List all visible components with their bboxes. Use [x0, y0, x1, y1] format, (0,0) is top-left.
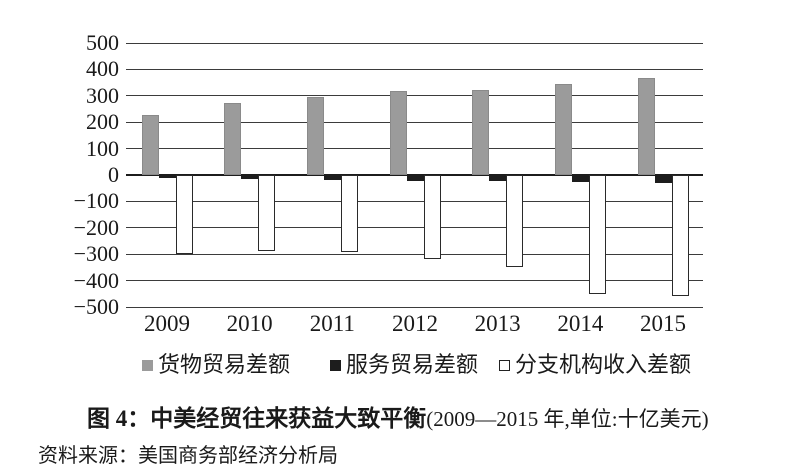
- bar-goods-2011: [306, 96, 324, 175]
- branch-income-swatch-icon: [499, 359, 511, 371]
- legend-label-goods: 货物贸易差额: [158, 352, 291, 377]
- bar-services-2012: [406, 175, 424, 181]
- y-tick-label: 100: [86, 135, 119, 161]
- y-tick-label: 300: [86, 82, 119, 108]
- figure-caption: 图 4：中美经贸往来获益大致平衡(2009—2015 年,单位:十亿美元): [87, 399, 787, 433]
- x-tick-label: 2013: [474, 311, 521, 336]
- gridline: [126, 68, 703, 70]
- gridline: [126, 306, 703, 308]
- legend-item-goods: 货物贸易差额: [142, 352, 290, 378]
- y-tick-label: −100: [73, 188, 119, 214]
- bar-services-2014: [571, 175, 589, 183]
- chart-plot-area: [126, 42, 703, 308]
- bar-services-2009: [158, 175, 176, 178]
- source-note: 资料来源：美国商务部经济分析局: [38, 445, 338, 467]
- bar-branch-income-2010: [258, 175, 276, 252]
- bar-services-2010: [241, 175, 259, 179]
- gridline: [126, 227, 703, 229]
- bar-goods-2010: [224, 102, 242, 175]
- y-tick-label: −400: [73, 267, 119, 293]
- y-tick-label: 200: [86, 109, 119, 135]
- bar-branch-income-2012: [423, 175, 441, 259]
- bar-goods-2012: [389, 91, 407, 175]
- gridline: [126, 200, 703, 202]
- bar-goods-2009: [141, 114, 159, 175]
- x-tick-label: 2015: [640, 311, 686, 336]
- bar-goods-2013: [472, 89, 490, 175]
- figure-caption-title: 图 4：中美经贸往来获益大致平衡: [87, 406, 427, 431]
- x-tick-label: 2012: [392, 311, 438, 336]
- y-tick-label: −300: [73, 241, 119, 267]
- legend: 货物贸易差额 服务贸易差额 分支机构收入差额: [142, 352, 691, 378]
- y-tick-label: −500: [73, 294, 119, 319]
- gridline: [126, 121, 703, 123]
- bar-services-2011: [323, 175, 341, 181]
- bar-services-2015: [654, 175, 672, 184]
- gridline: [126, 42, 703, 44]
- bar-branch-income-2015: [671, 175, 689, 296]
- x-tick-label: 2011: [309, 311, 355, 336]
- goods-swatch-icon: [142, 359, 153, 371]
- figure-caption-paren: (2009—2015 年,单位:十亿美元): [426, 407, 709, 431]
- gridline: [126, 95, 703, 97]
- bar-services-2013: [489, 175, 507, 182]
- y-tick-label: 0: [108, 162, 119, 187]
- x-tick-label: 2014: [557, 311, 604, 336]
- legend-item-services: 服务贸易差额: [330, 352, 478, 378]
- gridline: [126, 280, 703, 282]
- bar-goods-2015: [637, 78, 655, 175]
- bar-branch-income-2014: [588, 175, 606, 294]
- bar-goods-2014: [554, 84, 572, 175]
- x-tick-label: 2010: [226, 311, 273, 336]
- legend-label-services: 服务贸易差额: [346, 352, 479, 377]
- y-tick-label: 400: [86, 56, 119, 82]
- y-tick-label: 500: [86, 30, 119, 55]
- gridline: [126, 148, 703, 150]
- services-swatch-icon: [330, 359, 342, 371]
- x-tick-label: 2009: [144, 311, 190, 336]
- legend-label-branch-income: 分支机构收入差额: [515, 352, 692, 377]
- bar-branch-income-2013: [506, 175, 524, 268]
- x-axis: 2009 2010 2011 2012 2013 2014 2015: [126, 311, 703, 339]
- bar-branch-income-2009: [175, 175, 193, 255]
- bar-branch-income-2011: [340, 175, 358, 253]
- legend-item-branch-income: 分支机构收入差额: [499, 352, 691, 378]
- y-tick-label: −200: [73, 214, 119, 240]
- gridline: [126, 253, 703, 255]
- y-axis: 500 400 300 200 100 0 −100 −200 −300 −400 −500: [0, 32, 119, 318]
